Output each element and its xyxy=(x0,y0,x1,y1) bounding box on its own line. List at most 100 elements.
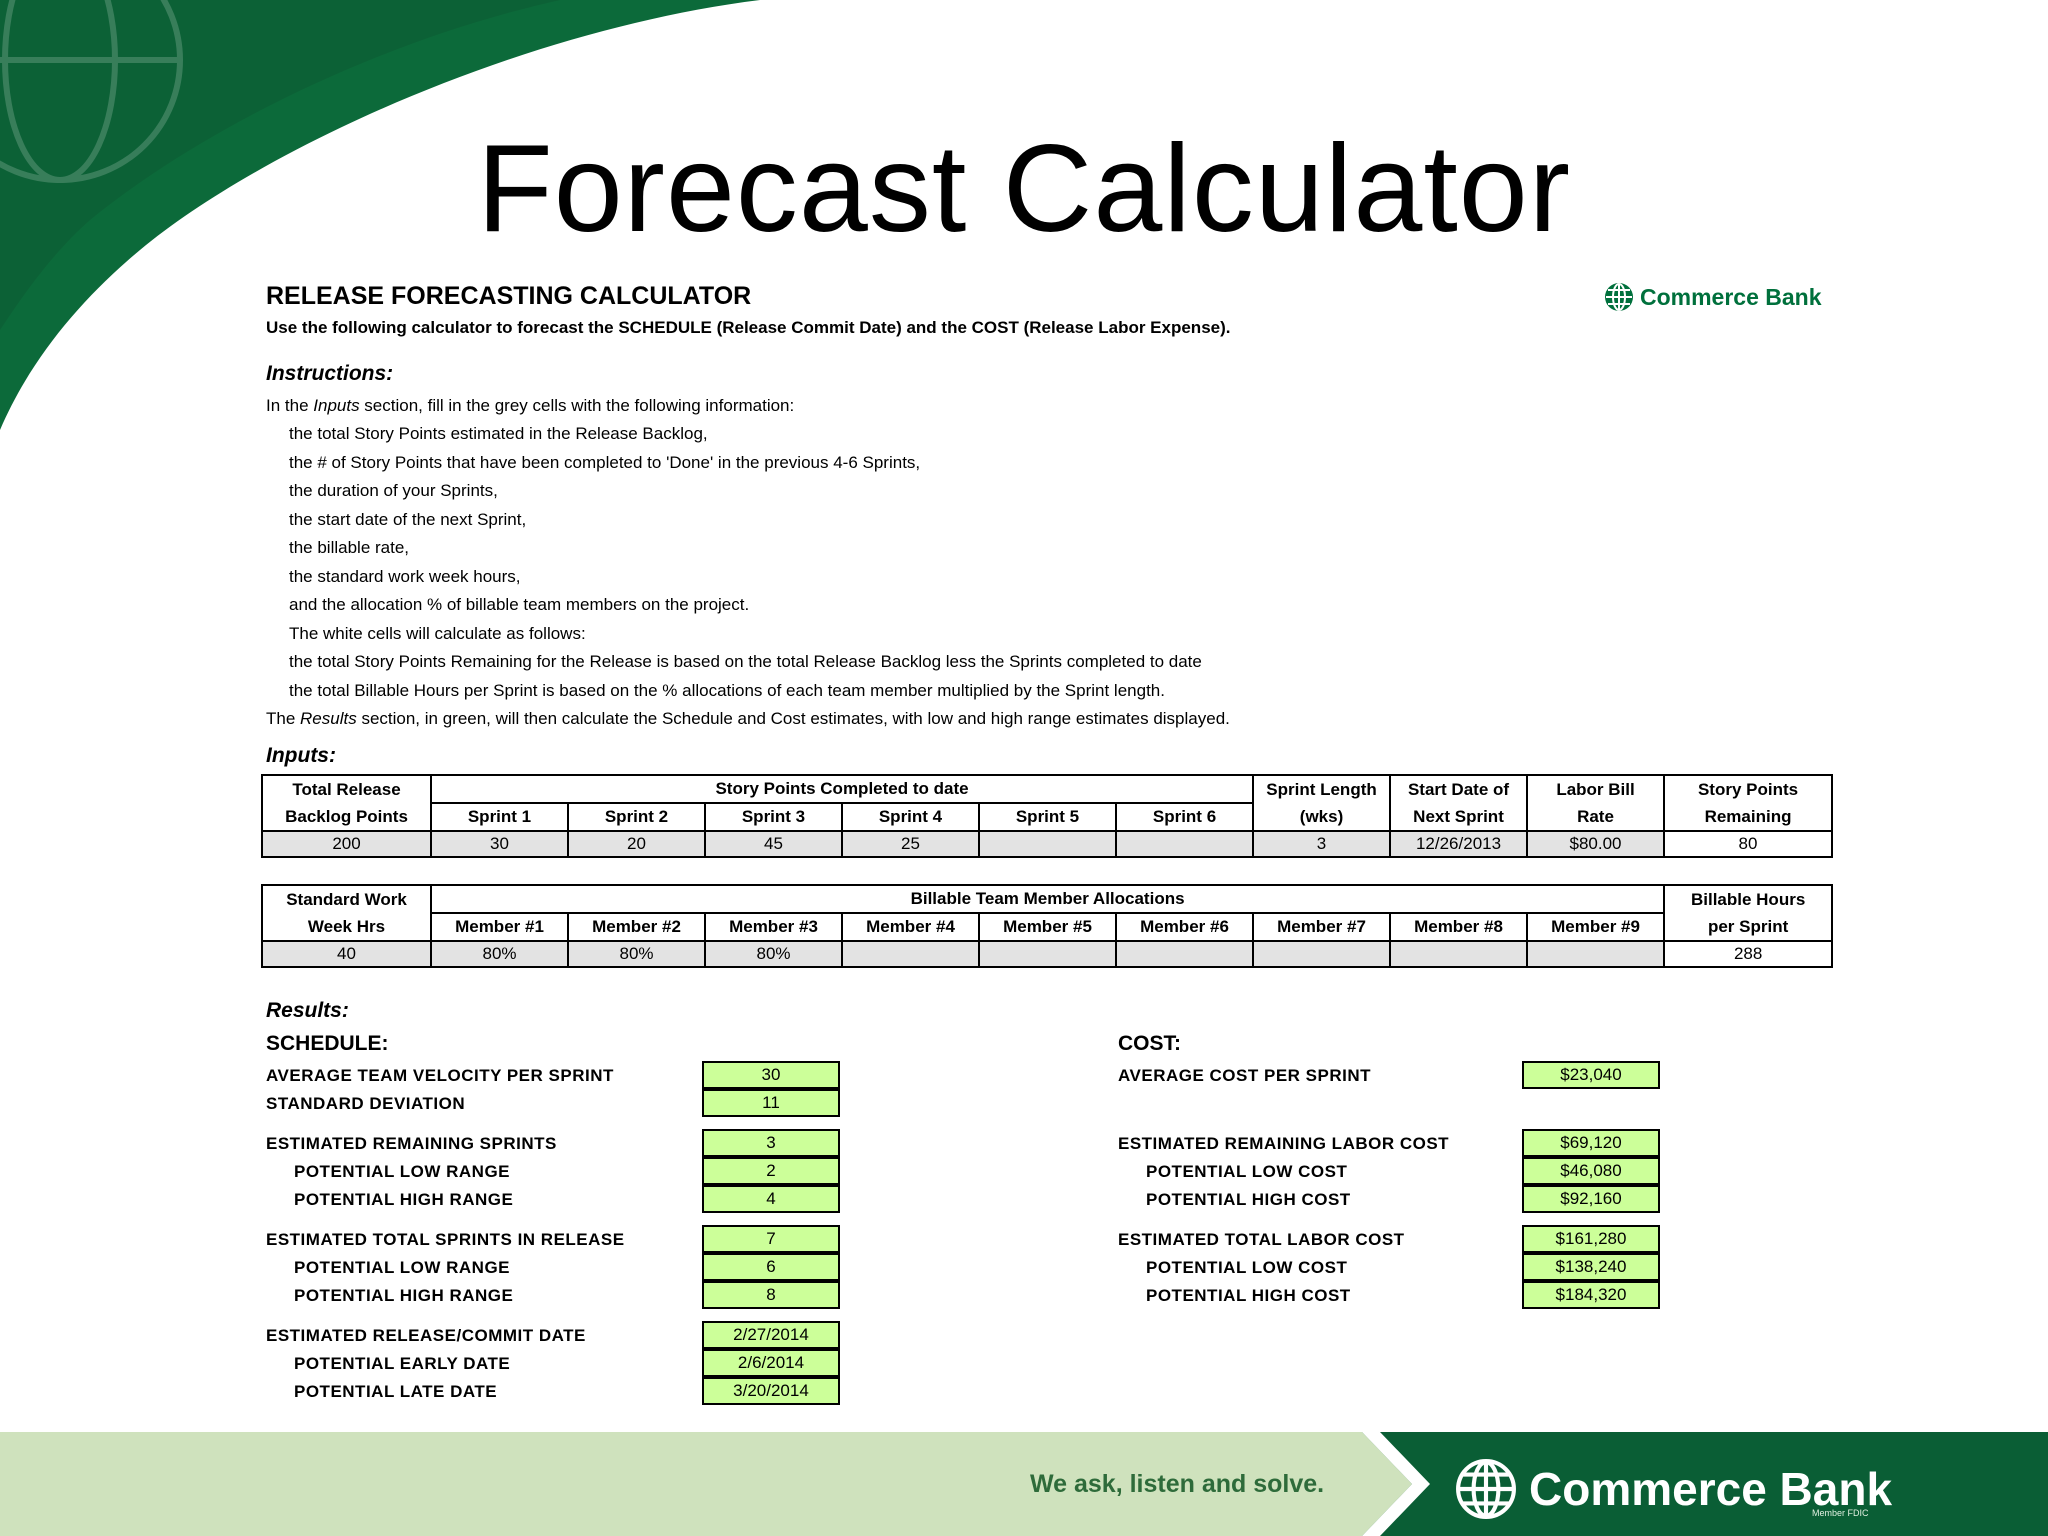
input-member-7[interactable] xyxy=(1252,940,1391,968)
result-label: POTENTIAL HIGH RANGE xyxy=(294,1190,514,1209)
result-value: $184,320 xyxy=(1522,1281,1660,1309)
input-sprint-5[interactable] xyxy=(978,830,1117,858)
slide-title: Forecast Calculator xyxy=(476,120,1572,258)
header-week-hrs: Week Hrs xyxy=(261,913,432,942)
input-member-1[interactable]: 80% xyxy=(430,940,569,968)
results-note: The Results section, in green, will then… xyxy=(266,709,1230,728)
header-member-3: Member #3 xyxy=(704,912,843,942)
result-label: POTENTIAL HIGH RANGE xyxy=(294,1286,514,1305)
footer-tagline: We ask, listen and solve. xyxy=(1030,1470,1325,1498)
input-member-4[interactable] xyxy=(841,940,980,968)
footer-chevron xyxy=(1362,1432,2048,1536)
instruction-line: the total Billable Hours per Sprint is b… xyxy=(289,680,1165,700)
inputs-table-allocations: Standard Work Billable Team Member Alloc… xyxy=(261,884,1834,968)
header-sprint-4: Sprint 4 xyxy=(841,802,980,832)
input-sprint-length[interactable]: 3 xyxy=(1252,830,1392,858)
result-value: 11 xyxy=(702,1089,840,1117)
result-value: 4 xyxy=(702,1185,840,1213)
inputs-table-points: Total Release Story Points Completed to … xyxy=(261,774,1834,858)
header-per-sprint: per Sprint xyxy=(1663,913,1834,942)
instruction-line: the duration of your Sprints, xyxy=(289,481,498,500)
input-total-backlog[interactable]: 200 xyxy=(261,830,432,858)
header-billable-hours: Billable Hours xyxy=(1663,884,1834,913)
result-value: 2/6/2014 xyxy=(702,1349,840,1377)
header-member-1: Member #1 xyxy=(430,912,569,942)
result-label: STANDARD DEVIATION xyxy=(266,1094,466,1113)
input-labor-rate[interactable]: $80.00 xyxy=(1526,830,1666,858)
footer-logo-text: Commerce Bank xyxy=(1529,1463,1893,1515)
input-start-date[interactable]: 12/26/2013 xyxy=(1389,830,1529,858)
result-label: POTENTIAL EARLY DATE xyxy=(294,1354,511,1373)
header-member-4: Member #4 xyxy=(841,912,980,942)
input-member-3[interactable]: 80% xyxy=(704,940,843,968)
input-member-5[interactable] xyxy=(978,940,1117,968)
header-member-8: Member #8 xyxy=(1389,912,1528,942)
schedule-heading: SCHEDULE: xyxy=(266,1032,389,1055)
instruction-line: The white cells will calculate as follow… xyxy=(289,623,586,643)
instruction-line: the billable rate, xyxy=(289,538,410,557)
header-backlog-points: Backlog Points xyxy=(261,803,432,832)
result-label: POTENTIAL LOW RANGE xyxy=(294,1258,511,1277)
result-label: AVERAGE TEAM VELOCITY PER SPRINT xyxy=(266,1066,614,1085)
input-sprint-3[interactable]: 45 xyxy=(704,830,843,858)
result-label: ESTIMATED REMAINING LABOR COST xyxy=(1118,1134,1450,1153)
instruction-line: the total Story Points estimated in the … xyxy=(289,424,708,443)
instruction-line: the # of Story Points that have been com… xyxy=(289,452,921,472)
result-value: 2 xyxy=(702,1157,840,1185)
header-weeks: (wks) xyxy=(1252,803,1392,832)
input-member-9[interactable] xyxy=(1525,940,1666,968)
input-sprint-6[interactable] xyxy=(1114,830,1255,858)
result-value: 3/20/2014 xyxy=(702,1377,840,1405)
result-label: POTENTIAL HIGH COST xyxy=(1146,1190,1351,1209)
fdic-note: Member FDIC xyxy=(1812,1508,1869,1518)
input-member-8[interactable] xyxy=(1389,940,1528,968)
header-next-sprint: Next Sprint xyxy=(1389,803,1529,832)
input-sprint-1[interactable]: 30 xyxy=(430,830,569,858)
input-member-6[interactable] xyxy=(1115,940,1254,968)
footer-logo: Commerce Bank xyxy=(1455,1458,1892,1520)
instruction-line: the standard work week hours, xyxy=(289,566,521,586)
header-sprint-length: Sprint Length xyxy=(1252,774,1392,803)
instructions-list: the total Story Points estimated in the … xyxy=(289,420,1202,705)
result-value: $161,280 xyxy=(1522,1225,1660,1253)
header-member-6: Member #6 xyxy=(1115,912,1254,942)
instruction-line: and the allocation % of billable team me… xyxy=(289,595,750,614)
logo-text: Commerce Bank xyxy=(1640,283,1822,310)
instructions-heading: Instructions: xyxy=(266,362,394,385)
result-label: ESTIMATED TOTAL LABOR COST xyxy=(1118,1230,1405,1249)
header-start-date: Start Date of xyxy=(1389,774,1529,803)
result-label: ESTIMATED RELEASE/COMMIT DATE xyxy=(266,1326,586,1345)
result-label: POTENTIAL LOW COST xyxy=(1146,1162,1348,1181)
instructions-intro: In the Inputs section, fill in the grey … xyxy=(266,396,795,415)
instruction-line: the total Story Points Remaining for the… xyxy=(289,652,1202,671)
header-points-completed: Story Points Completed to date xyxy=(429,774,1255,804)
result-label: POTENTIAL LOW RANGE xyxy=(294,1162,511,1181)
header-swoosh xyxy=(0,0,760,430)
header-member-5: Member #5 xyxy=(978,912,1117,942)
result-value: 2/27/2014 xyxy=(702,1321,840,1349)
result-value: $69,120 xyxy=(1522,1129,1660,1157)
input-week-hours[interactable]: 40 xyxy=(261,940,432,968)
header-allocations: Billable Team Member Allocations xyxy=(429,884,1666,914)
commerce-bank-logo: Commerce Bank xyxy=(1604,282,1822,312)
header-member-9: Member #9 xyxy=(1525,912,1666,942)
instruction-line: the start date of the next Sprint, xyxy=(289,509,527,529)
input-member-2[interactable]: 80% xyxy=(567,940,706,968)
header-total-release: Total Release xyxy=(261,774,432,803)
result-label: POTENTIAL LOW COST xyxy=(1146,1258,1348,1277)
header-remaining: Remaining xyxy=(1663,803,1834,832)
header-member-2: Member #2 xyxy=(567,912,706,942)
result-value: 6 xyxy=(702,1253,840,1281)
input-sprint-4[interactable]: 25 xyxy=(841,830,980,858)
calc-billable-hours: 288 xyxy=(1663,940,1834,968)
calculator-sheet: RELEASE FORECASTING CALCULATOR Use the f… xyxy=(258,244,1838,1426)
header-sprint-1: Sprint 1 xyxy=(430,802,569,832)
input-sprint-2[interactable]: 20 xyxy=(567,830,706,858)
header-sprint-3: Sprint 3 xyxy=(704,802,843,832)
result-value: $23,040 xyxy=(1522,1061,1660,1089)
header-labor-rate: Labor Bill xyxy=(1526,774,1666,803)
cost-heading: COST: xyxy=(1118,1032,1181,1055)
calculator-title: RELEASE FORECASTING CALCULATOR xyxy=(266,282,752,310)
header-sprint-6: Sprint 6 xyxy=(1114,802,1255,832)
globe-icon xyxy=(1456,1459,1516,1519)
